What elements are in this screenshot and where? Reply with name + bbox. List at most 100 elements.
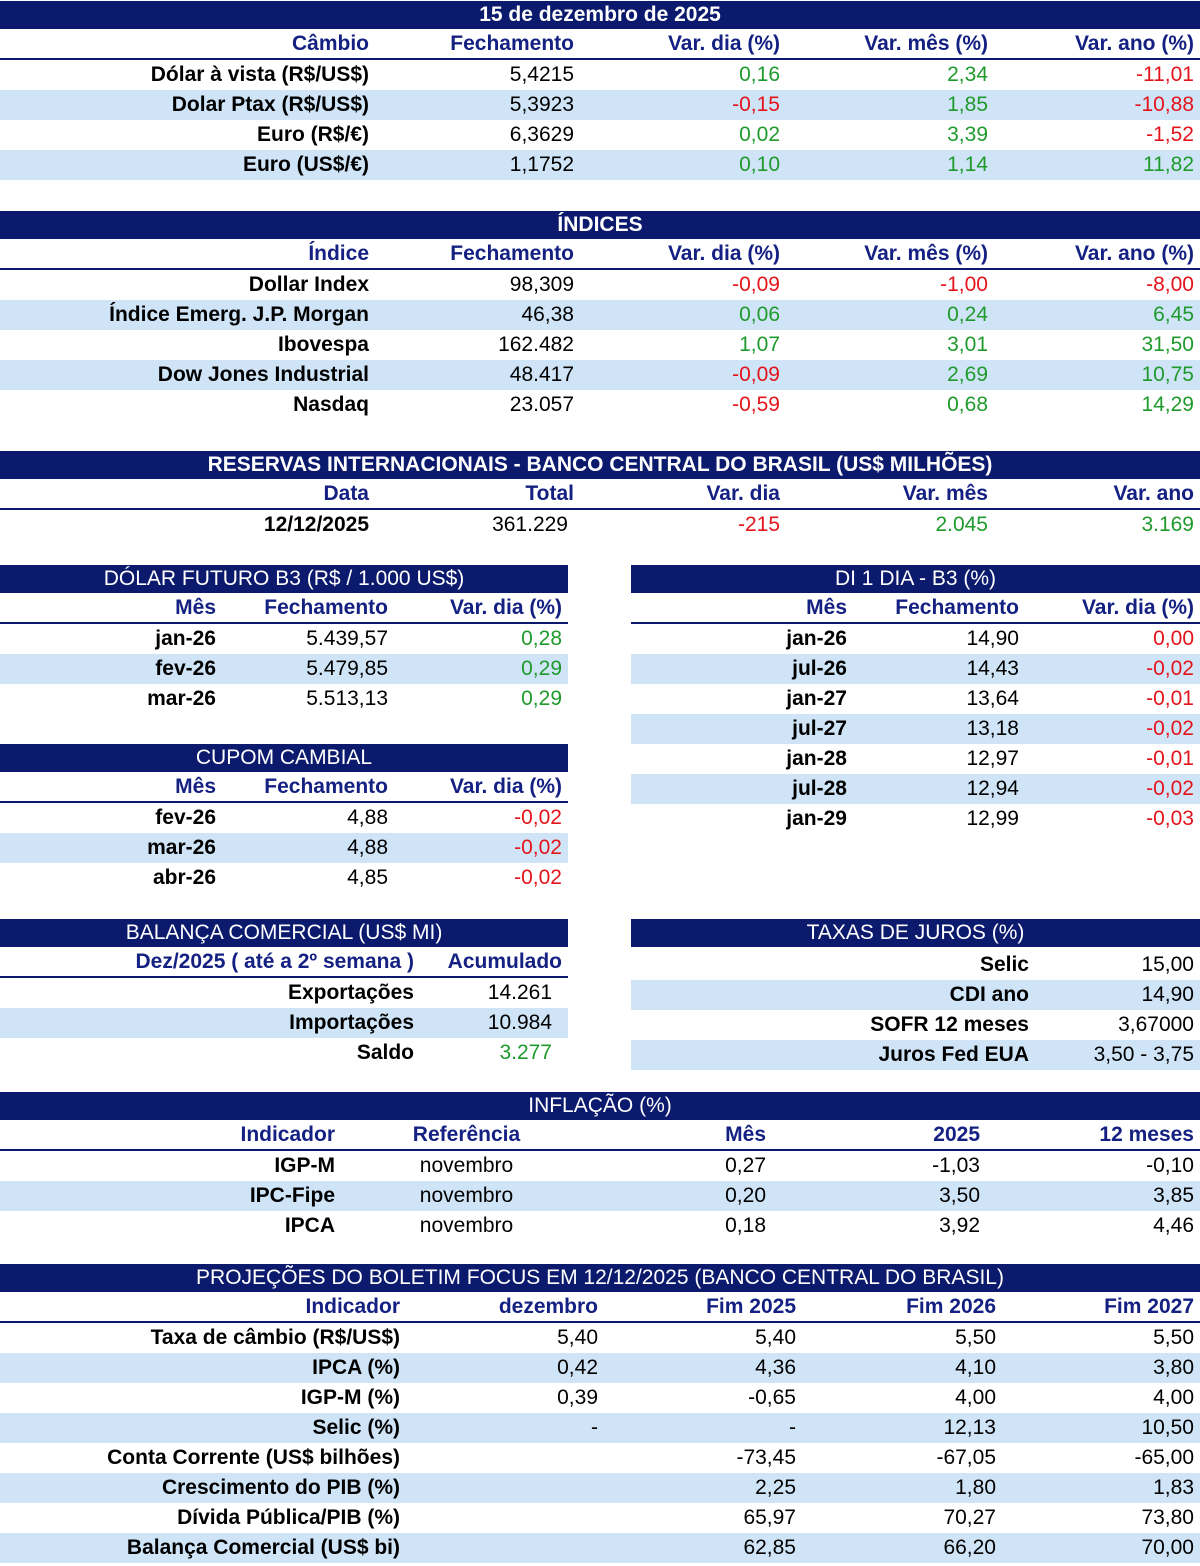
dolar-futuro-header: Mês Fechamento Var. dia (%) <box>0 593 568 624</box>
fim-2027-cell: 10,50 <box>1141 1416 1194 1439</box>
table-row: IPCA novembro 0,18 3,92 4,46 <box>0 1211 1200 1241</box>
balanca-section: BALANÇA COMERCIAL (US$ MI) Dez/2025 ( at… <box>0 919 568 1068</box>
var-dia-cell: 0,10 <box>739 153 780 176</box>
dezembro-cell: 5,40 <box>557 1326 598 1349</box>
table-row: IPC-Fipe novembro 0,20 3,50 3,85 <box>0 1181 1200 1211</box>
col-header-indicador: Indicador <box>240 1123 335 1146</box>
dezembro-cell: 0,39 <box>557 1386 598 1409</box>
table-row: IGP-M (%) 0,39 -0,65 4,00 4,00 <box>0 1383 1200 1413</box>
inflacao-header: Indicador Referência Mês 2025 12 meses <box>0 1120 1200 1151</box>
valor-cell: 15,00 <box>1141 953 1194 976</box>
cambio-section: 15 de dezembro de 2025 Câmbio Fechamento… <box>0 1 1200 180</box>
row-month: abr-26 <box>152 866 216 889</box>
table-row: jan-29 12,99 -0,03 <box>631 804 1200 834</box>
row-label: IPCA (%) <box>312 1356 400 1379</box>
balanca-title: BALANÇA COMERCIAL (US$ MI) <box>0 919 568 947</box>
row-label: IPCA <box>284 1214 335 1237</box>
fechamento-cell: 12,99 <box>966 807 1019 830</box>
var-dia-cell: -0,02 <box>514 836 562 859</box>
row-label: Conta Corrente (US$ bilhões) <box>107 1446 400 1469</box>
var-dia-cell: -0,02 <box>514 866 562 889</box>
dezembro-cell <box>406 1473 604 1503</box>
col-header-fechamento: Fechamento <box>264 596 388 619</box>
table-row: Dólar à vista (R$/US$) 5,4215 0,16 2,34 … <box>0 60 1200 90</box>
table-row: Crescimento do PIB (%) 2,25 1,80 1,83 <box>0 1473 1200 1503</box>
table-row: Saldo 3.277 <box>0 1038 568 1068</box>
var-dia-cell: -215 <box>737 513 780 536</box>
12-meses-cell: 3,85 <box>1153 1184 1194 1207</box>
col-header-fim-2026: Fim 2026 <box>906 1295 996 1318</box>
col-header-mes: Mês <box>806 596 847 619</box>
table-row: jan-28 12,97 -0,01 <box>631 744 1200 774</box>
var-mes-cell: 3,39 <box>947 123 988 146</box>
var-mes-cell: 2.045 <box>935 513 988 536</box>
table-row: jan-26 5.439,57 0,28 <box>0 624 568 654</box>
var-dia-cell: -0,09 <box>732 273 780 296</box>
focus-section: PROJEÇÕES DO BOLETIM FOCUS EM 12/12/2025… <box>0 1264 1200 1563</box>
fechamento-cell: 14,43 <box>966 657 1019 680</box>
fechamento-cell: 48.417 <box>509 363 574 386</box>
fim-2027-cell: 4,00 <box>1153 1386 1194 1409</box>
12-meses-cell: -0,10 <box>1146 1154 1194 1177</box>
fim-2026-cell: 5,50 <box>955 1326 996 1349</box>
fim-2027-cell: 70,00 <box>1141 1536 1194 1559</box>
focus-title: PROJEÇÕES DO BOLETIM FOCUS EM 12/12/2025… <box>0 1264 1200 1292</box>
row-label: Euro (R$/€) <box>256 123 369 146</box>
var-dia-cell: -0,02 <box>1146 717 1194 740</box>
table-row: fev-26 5.479,85 0,29 <box>0 654 568 684</box>
fim-2026-cell: 4,10 <box>955 1356 996 1379</box>
table-row: Nasdaq 23.057 -0,59 0,68 14,29 <box>0 390 1200 420</box>
var-ano-cell: -8,00 <box>1146 273 1194 296</box>
var-mes-cell: 2,69 <box>947 363 988 386</box>
col-header-var-ano: Var. ano <box>1113 482 1194 505</box>
table-row: jul-28 12,94 -0,02 <box>631 774 1200 804</box>
col-header-var-dia: Var. dia (%) <box>1081 596 1194 619</box>
var-dia-cell: 1,07 <box>739 333 780 356</box>
col-header-12-meses: 12 meses <box>1099 1123 1194 1146</box>
table-row: jan-26 14,90 0,00 <box>631 624 1200 654</box>
dezembro-cell <box>406 1533 604 1563</box>
col-header-indice: Índice <box>308 242 369 265</box>
col-header-fim-2027: Fim 2027 <box>1104 1295 1194 1318</box>
row-label: Índice Emerg. J.P. Morgan <box>109 303 369 326</box>
dolar-futuro-section: DÓLAR FUTURO B3 (R$ / 1.000 US$) Mês Fec… <box>0 565 568 714</box>
col-header-fechamento: Fechamento <box>450 242 574 265</box>
row-label: Dívida Pública/PIB (%) <box>177 1506 400 1529</box>
col-header-fechamento: Fechamento <box>450 32 574 55</box>
table-row: Euro (US$/€) 1,1752 0,10 1,14 11,82 <box>0 150 1200 180</box>
col-header-referencia: Referência <box>412 1123 521 1146</box>
row-month: jan-27 <box>786 687 847 710</box>
row-label: Balança Comercial (US$ bi) <box>126 1536 400 1559</box>
fim-2026-cell: 70,27 <box>943 1506 996 1529</box>
cupom-header: Mês Fechamento Var. dia (%) <box>0 772 568 803</box>
fim-2027-cell: 5,50 <box>1153 1326 1194 1349</box>
reservas-header: Data Total Var. dia Var. mês Var. ano <box>0 479 1200 510</box>
table-row: jul-26 14,43 -0,02 <box>631 654 1200 684</box>
fim-2026-cell: -67,05 <box>936 1446 996 1469</box>
table-row: jul-27 13,18 -0,02 <box>631 714 1200 744</box>
fechamento-cell: 1,1752 <box>509 153 574 176</box>
fechamento-cell: 12,97 <box>966 747 1019 770</box>
row-label: IPC-Fipe <box>249 1184 335 1207</box>
fim-2026-cell: 66,20 <box>943 1536 996 1559</box>
table-row: Importações 10.984 <box>0 1008 568 1038</box>
var-dia-cell: -0,02 <box>1146 657 1194 680</box>
col-header-indicador: Indicador <box>305 1295 400 1318</box>
col-header-total: Total <box>525 482 574 505</box>
var-dia-cell: -0,02 <box>1146 777 1194 800</box>
var-ano-cell: 3.169 <box>1141 513 1194 536</box>
row-month: jan-28 <box>786 747 847 770</box>
col-header-acumulado: Acumulado <box>447 950 562 973</box>
valor-cell: 14,90 <box>1141 983 1194 1006</box>
var-dia-cell: 0,02 <box>739 123 780 146</box>
row-label: IGP-M (%) <box>300 1386 400 1409</box>
cambio-title: 15 de dezembro de 2025 <box>0 1 1200 29</box>
table-row: Euro (R$/€) 6,3629 0,02 3,39 -1,52 <box>0 120 1200 150</box>
row-label: Saldo <box>356 1041 414 1064</box>
table-row: Exportações 14.261 <box>0 978 568 1008</box>
table-row: jan-27 13,64 -0,01 <box>631 684 1200 714</box>
row-label: Euro (US$/€) <box>242 153 369 176</box>
var-mes-cell: 1,14 <box>947 153 988 176</box>
mes-cell: 0,27 <box>725 1154 766 1177</box>
var-dia-cell: 0,06 <box>739 303 780 326</box>
